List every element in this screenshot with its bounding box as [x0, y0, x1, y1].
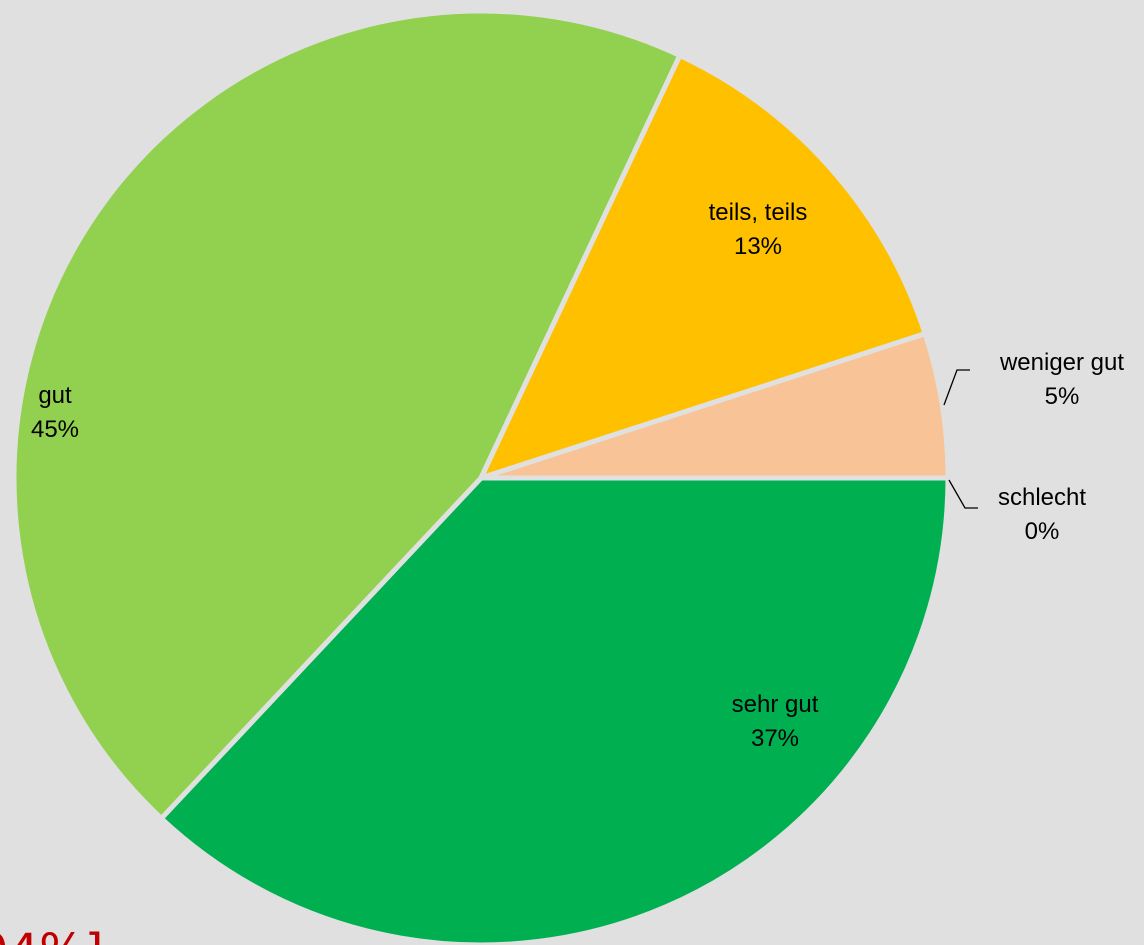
slice-percent-weniger-gut: 5%	[1045, 383, 1080, 410]
slice-teils-teils	[478, 52, 928, 481]
slice-label-gut: gut 45%	[31, 382, 79, 443]
slice-percent-schlecht: 0%	[1025, 518, 1060, 545]
slice-percent-sehr-gut: 37%	[751, 725, 799, 752]
pie-slices	[11, 8, 951, 945]
slice-labels: sehr gut 37% gut 45% teils, teils 13% weniger …	[31, 199, 1124, 752]
slice-category-gut: gut	[38, 382, 72, 409]
slice-gut	[11, 8, 683, 821]
slice-label-weniger-gut: weniger gut 5%	[999, 349, 1124, 410]
slice-category-teils-teils: teils, teils	[709, 199, 808, 226]
slice-weniger-gut	[478, 331, 951, 481]
leader-line-weniger-gut	[943, 369, 970, 406]
slice-sehr-gut	[158, 475, 951, 945]
slice-label-sehr-gut: sehr gut 37%	[732, 691, 819, 752]
slice-percent-gut: 45%	[31, 416, 79, 443]
leader-line-schlecht	[948, 479, 978, 509]
slice-percent-teils-teils: 13%	[734, 233, 782, 260]
slice-category-sehr-gut: sehr gut	[732, 691, 819, 718]
slice-category-weniger-gut: weniger gut	[999, 349, 1124, 376]
slice-label-teils-teils: teils, teils 13%	[709, 199, 808, 260]
slice-label-schlecht: schlecht 0%	[998, 484, 1086, 545]
partial-footer-text: 04%]	[0, 924, 103, 945]
leader-lines	[943, 369, 978, 509]
slice-category-schlecht: schlecht	[998, 484, 1086, 511]
